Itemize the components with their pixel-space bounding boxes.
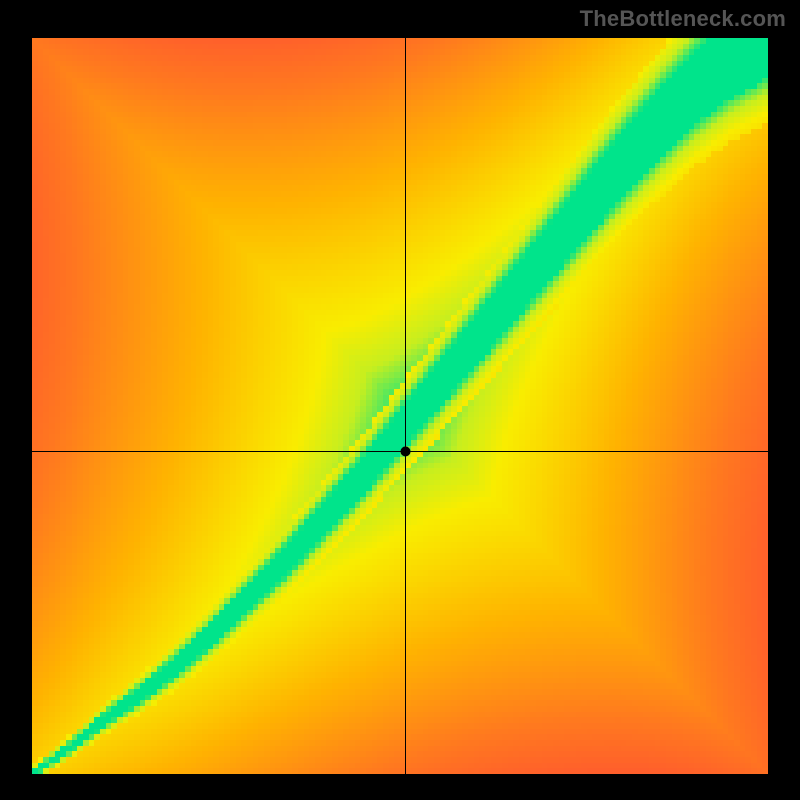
heatmap-canvas [32,38,768,774]
watermark-text: TheBottleneck.com [580,6,786,32]
chart-container: TheBottleneck.com [0,0,800,800]
